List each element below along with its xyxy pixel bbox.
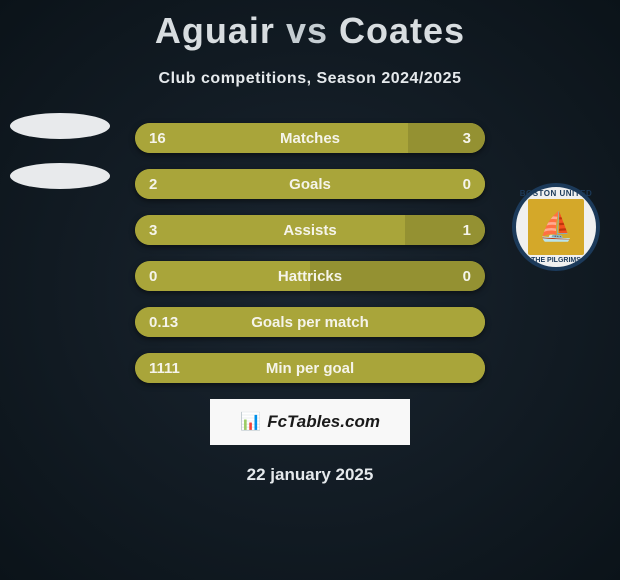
stat-value-left: 3 xyxy=(149,222,157,239)
fctables-watermark: 📊 FcTables.com xyxy=(210,399,410,445)
ellipse-shape xyxy=(10,163,110,189)
badge-top-text: BOSTON UNITED xyxy=(520,189,593,198)
stat-fill-left xyxy=(135,123,408,153)
stat-label: Goals xyxy=(289,176,331,193)
stat-row: 16 Matches 3 xyxy=(135,123,485,153)
player1-name: Aguair xyxy=(155,10,275,51)
ellipse-placeholder-stack xyxy=(10,113,110,189)
badge-inner: ⛵ xyxy=(528,199,584,255)
stat-row: 2 Goals 0 xyxy=(135,169,485,199)
generation-date: 22 january 2025 xyxy=(0,465,620,485)
stat-label: Matches xyxy=(280,130,340,147)
stat-value-right: 0 xyxy=(463,268,471,285)
stat-row: 0.13 Goals per match xyxy=(135,307,485,337)
stat-label: Hattricks xyxy=(278,268,342,285)
stat-row: 3 Assists 1 xyxy=(135,215,485,245)
stat-value-right: 0 xyxy=(463,176,471,193)
stat-right-segment xyxy=(405,215,486,245)
vs-separator: vs xyxy=(286,10,328,51)
fctables-text: FcTables.com xyxy=(267,412,380,432)
stat-row: 1111 Min per goal xyxy=(135,353,485,383)
left-club-logo xyxy=(10,113,110,189)
chart-icon: 📊 xyxy=(240,412,261,432)
comparison-title: Aguair vs Coates xyxy=(0,0,620,52)
stat-right-segment xyxy=(408,123,485,153)
stat-value-left: 2 xyxy=(149,176,157,193)
content-area: BOSTON UNITED ⛵ THE PILGRIMS 16 Matches 3 2… xyxy=(0,123,620,383)
stat-label: Goals per match xyxy=(251,314,369,331)
stat-label: Assists xyxy=(283,222,336,239)
stat-value-left: 0 xyxy=(149,268,157,285)
stats-container: 16 Matches 3 2 Goals 0 3 Assists 1 0 Hattricks 0 0.1… xyxy=(135,123,485,383)
stat-value-right: 1 xyxy=(463,222,471,239)
player2-name: Coates xyxy=(339,10,465,51)
right-club-logo: BOSTON UNITED ⛵ THE PILGRIMS xyxy=(512,183,600,271)
stat-value-right: 3 xyxy=(463,130,471,147)
ellipse-shape xyxy=(10,113,110,139)
stat-label: Min per goal xyxy=(266,360,354,377)
stat-row: 0 Hattricks 0 xyxy=(135,261,485,291)
stat-value-left: 16 xyxy=(149,130,166,147)
stat-value-left: 1111 xyxy=(149,360,180,377)
subtitle: Club competitions, Season 2024/2025 xyxy=(0,70,620,88)
stat-fill-left xyxy=(135,215,405,245)
boston-united-badge: BOSTON UNITED ⛵ THE PILGRIMS xyxy=(512,183,600,271)
badge-bottom-text: THE PILGRIMS xyxy=(531,257,581,264)
stat-value-left: 0.13 xyxy=(149,314,178,331)
ship-icon: ⛵ xyxy=(539,213,574,241)
